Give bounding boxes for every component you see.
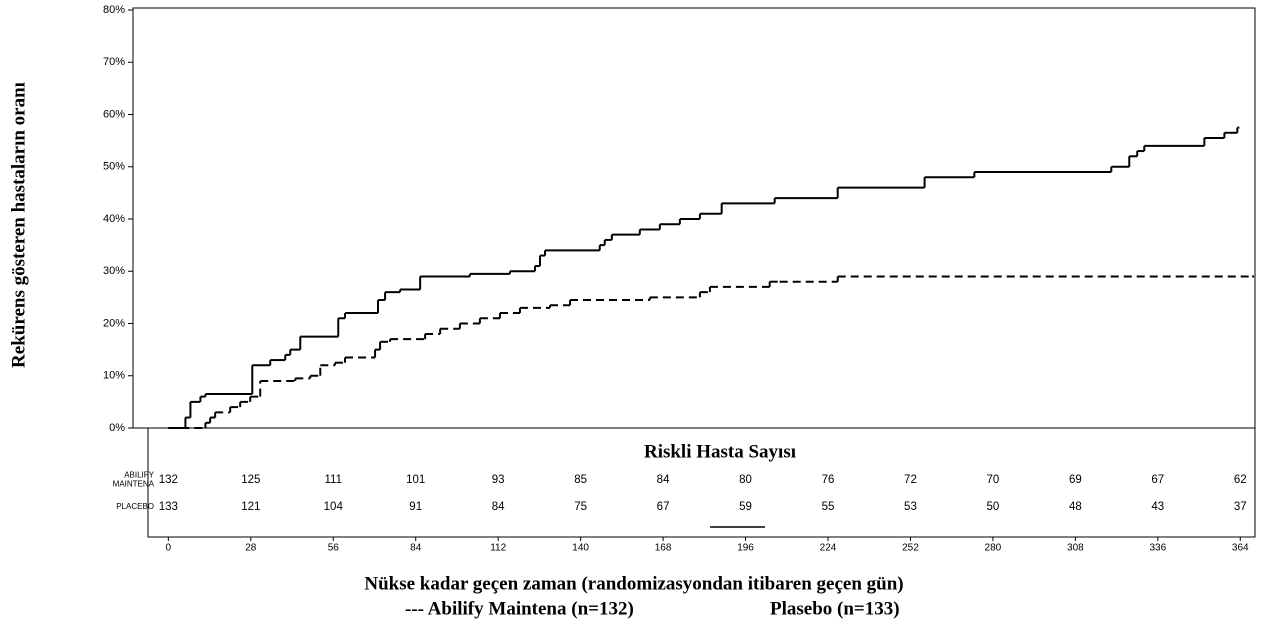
risk-value: 67 xyxy=(1151,474,1164,486)
risk-row-label: PLACEBO xyxy=(116,502,154,511)
risk-frame xyxy=(147,427,1256,538)
risk-value: 85 xyxy=(574,474,587,486)
x-tick-label: 140 xyxy=(572,543,589,554)
risk-value: 121 xyxy=(241,501,260,513)
risk-value: 48 xyxy=(1069,501,1082,513)
risk-value: 93 xyxy=(492,474,505,486)
risk-value: 84 xyxy=(657,474,670,486)
risk-value: 67 xyxy=(657,501,670,513)
risk-value: 111 xyxy=(325,474,342,486)
y-tick-label: 40% xyxy=(103,213,125,225)
y-tick-label: 20% xyxy=(103,317,125,329)
risk-row-label: ABILIFY xyxy=(124,471,154,480)
y-tick-label: 30% xyxy=(103,265,125,277)
risk-value: 133 xyxy=(159,501,178,513)
risk-value: 37 xyxy=(1234,501,1247,513)
risk-value: 53 xyxy=(904,501,917,513)
risk-value: 55 xyxy=(822,501,835,513)
x-axis-title: Nükse kadar geçen zaman (randomizasyonda… xyxy=(364,573,903,594)
x-tick-label: 308 xyxy=(1067,543,1084,554)
legend-label: Plasebo (n=133) xyxy=(770,598,900,619)
x-tick-label: 196 xyxy=(737,543,754,554)
risk-value: 70 xyxy=(987,474,1000,486)
x-tick-label: 0 xyxy=(166,543,172,554)
x-tick-label: 56 xyxy=(328,543,340,554)
x-tick-label: 28 xyxy=(245,543,257,554)
y-tick-label: 80% xyxy=(103,4,125,16)
x-tick-label: 168 xyxy=(655,543,672,554)
y-tick-label: 60% xyxy=(103,108,125,120)
risk-value: 101 xyxy=(406,474,425,486)
y-tick-label: 50% xyxy=(103,161,125,173)
risk-value: 59 xyxy=(739,501,752,513)
risk-value: 69 xyxy=(1069,474,1082,486)
risk-value: 62 xyxy=(1234,474,1247,486)
risk-value: 125 xyxy=(241,474,260,486)
risk-value: 80 xyxy=(739,474,752,486)
risk-title: Riskli Hasta Sayısı xyxy=(644,441,796,462)
risk-value: 84 xyxy=(492,501,505,513)
x-tick-label: 112 xyxy=(490,543,506,554)
legend-label: --- Abilify Maintena (n=132) xyxy=(405,598,634,619)
risk-value: 75 xyxy=(574,501,587,513)
y-axis-title: Rekürens gösteren hastaların oranı xyxy=(8,82,29,368)
risk-value: 72 xyxy=(904,474,917,486)
x-tick-label: 224 xyxy=(820,543,837,554)
risk-row-label: MAINTENA xyxy=(113,480,155,489)
x-tick-label: 280 xyxy=(985,543,1002,554)
risk-value: 76 xyxy=(822,474,835,486)
risk-value: 104 xyxy=(324,501,344,513)
risk-value: 43 xyxy=(1151,501,1164,513)
risk-value: 91 xyxy=(409,501,422,513)
y-tick-label: 0% xyxy=(109,422,125,434)
risk-value: 50 xyxy=(987,501,1000,513)
x-tick-label: 336 xyxy=(1149,543,1166,554)
y-tick-label: 70% xyxy=(103,56,125,68)
x-tick-label: 364 xyxy=(1232,543,1249,554)
x-tick-label: 252 xyxy=(902,543,919,554)
y-tick-label: 10% xyxy=(103,370,125,382)
x-tick-label: 84 xyxy=(410,543,422,554)
risk-value: 132 xyxy=(159,474,178,486)
